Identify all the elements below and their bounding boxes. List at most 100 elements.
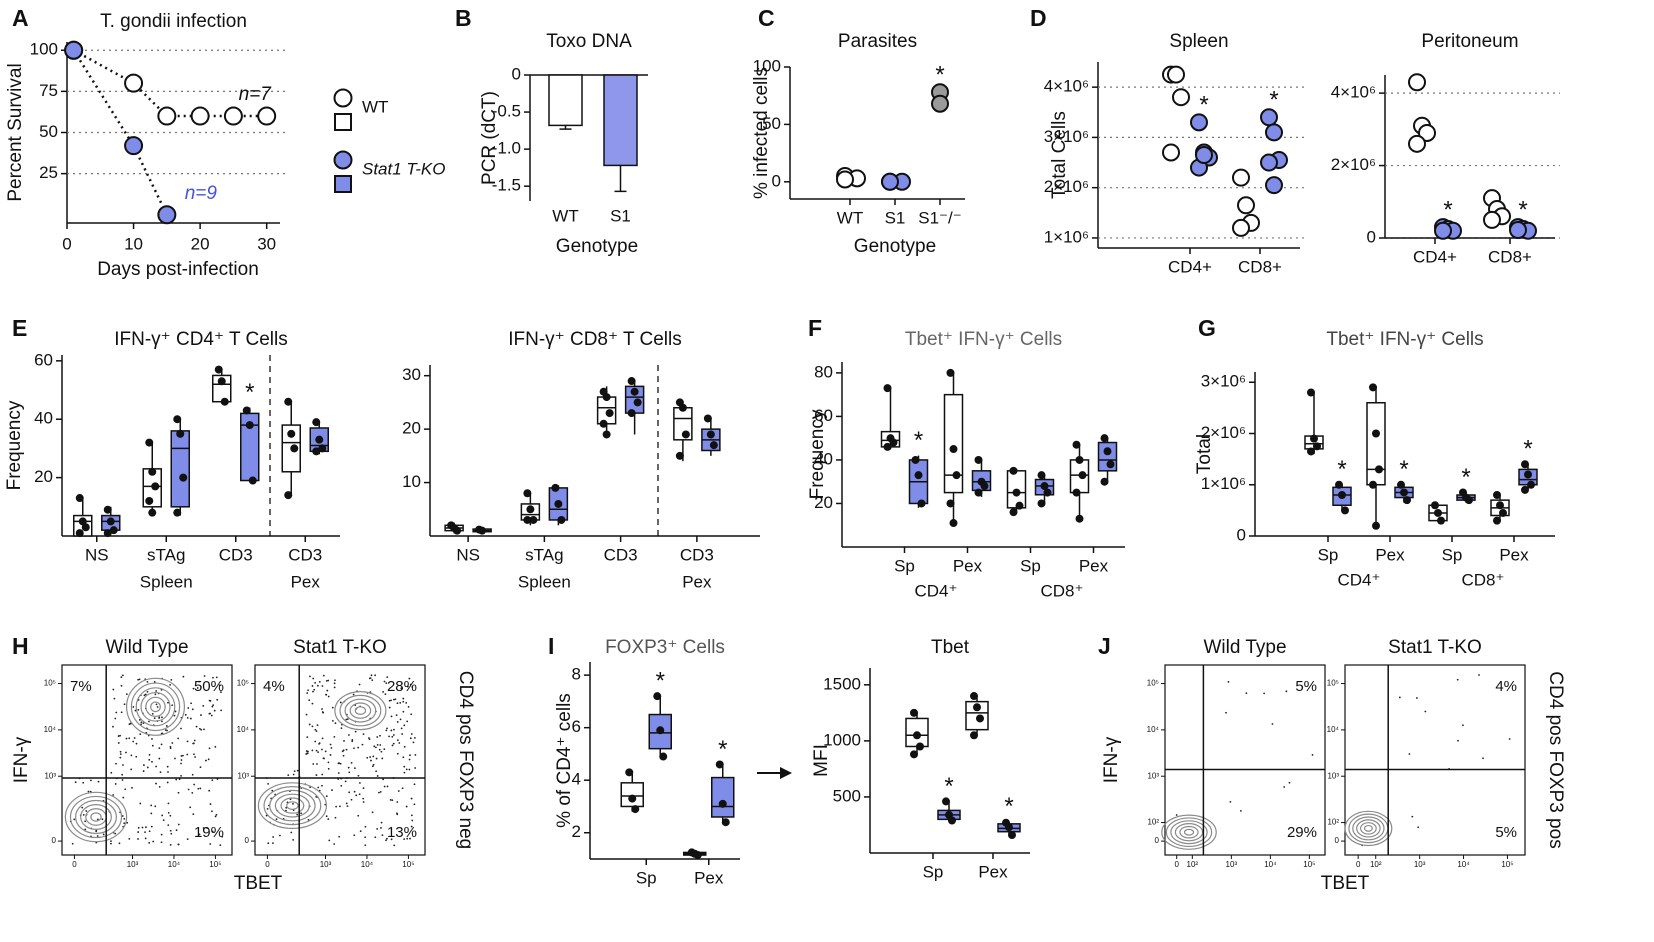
- marker: [157, 106, 177, 126]
- event-dot: [292, 838, 295, 841]
- event-dot: [390, 729, 393, 732]
- x-tick-label: 10⁴: [1457, 860, 1470, 869]
- event-dot: [219, 844, 222, 847]
- panel-label: C: [758, 5, 775, 31]
- point: [911, 455, 920, 464]
- contour: [85, 808, 107, 826]
- x-tick-label: CD3: [288, 545, 322, 564]
- event-dot: [327, 761, 330, 764]
- event-dot: [198, 680, 200, 683]
- event-dot: [403, 771, 406, 774]
- contour: [286, 801, 299, 810]
- event-dot: [119, 750, 122, 753]
- point: [523, 515, 532, 524]
- point: [1310, 434, 1318, 443]
- x-tick-label: 10²: [1370, 860, 1382, 869]
- y-tick-label: -1.5: [492, 176, 521, 195]
- event-dot: [346, 805, 349, 808]
- event-dot: [327, 767, 330, 770]
- contour: [1170, 820, 1208, 845]
- event-dot: [339, 805, 341, 808]
- point: [148, 467, 157, 476]
- event-dot: [120, 676, 123, 678]
- point: [633, 398, 642, 407]
- event-dot: [146, 680, 149, 683]
- y-tick-label: 100: [30, 40, 58, 59]
- event-dot: [402, 697, 405, 700]
- point: [605, 409, 614, 418]
- x-tick-label: CD4+: [1413, 247, 1457, 266]
- box: [1366, 402, 1386, 486]
- contour: [1344, 810, 1393, 847]
- event-dot: [403, 724, 406, 727]
- event-dot: [347, 766, 350, 769]
- point: [913, 731, 921, 740]
- event-dot: [211, 779, 214, 782]
- event-dot: [187, 707, 190, 709]
- point: [1009, 508, 1018, 517]
- event-dot: [279, 834, 281, 837]
- event-dot: [1245, 692, 1248, 695]
- contour: [349, 702, 372, 719]
- significance: *: [944, 773, 953, 800]
- point: [970, 692, 978, 701]
- point: [1465, 496, 1473, 505]
- event-dot: [306, 736, 309, 739]
- event-dot: [158, 757, 161, 760]
- point: [145, 438, 154, 447]
- event-dot: [132, 706, 135, 708]
- event-dot: [376, 775, 379, 777]
- event-dot: [346, 718, 349, 721]
- x-tick-label: Pex: [1375, 545, 1405, 564]
- quadrant-value: 28%: [387, 678, 417, 695]
- event-dot: [396, 721, 399, 723]
- event-dot: [144, 837, 147, 840]
- significance: *: [1399, 456, 1408, 483]
- quadrant-value: 4%: [263, 678, 285, 695]
- significance: *: [1518, 196, 1527, 223]
- significance: *: [1523, 436, 1532, 463]
- contour: [1183, 828, 1195, 836]
- event-dot: [379, 734, 381, 737]
- event-dot: [211, 830, 214, 833]
- group-label: Spleen: [518, 572, 571, 591]
- chart-title: Stat1 T-KO: [293, 637, 387, 658]
- event-dot: [186, 716, 189, 719]
- chart-title: Stat1 T-KO: [1388, 637, 1482, 658]
- event-dot: [120, 711, 123, 714]
- event-dot: [124, 788, 127, 791]
- event-dot: [171, 742, 174, 744]
- point: [1418, 123, 1436, 142]
- event-dot: [173, 714, 176, 717]
- event-dot: [413, 737, 416, 739]
- point: [214, 365, 223, 374]
- significance: *: [718, 736, 727, 763]
- quadrant-value: 5%: [1295, 678, 1317, 695]
- event-dot: [186, 753, 189, 756]
- panel-label: E: [12, 315, 27, 341]
- contour: [130, 682, 181, 732]
- x-tick-label: 10³: [1414, 860, 1426, 869]
- event-dot: [119, 753, 122, 756]
- x-tick-label: WT: [837, 208, 863, 227]
- event-dot: [339, 701, 342, 704]
- event-dot: [390, 838, 393, 841]
- event-dot: [148, 754, 151, 756]
- y-tick-label: 10⁵: [1327, 679, 1339, 688]
- event-dot: [177, 791, 180, 794]
- event-dot: [393, 698, 395, 701]
- event-dot: [381, 834, 384, 837]
- event-dot: [266, 807, 269, 810]
- point: [81, 523, 90, 532]
- box: [965, 700, 989, 731]
- event-dot: [357, 746, 360, 749]
- chart-title: FOXP3⁺ Cells: [605, 637, 725, 658]
- x-tick-label: 10⁵: [402, 860, 414, 869]
- x-tick-label: sTAg: [147, 545, 185, 564]
- y-axis-label: MFI: [811, 744, 832, 777]
- y-tick-label: 10³: [237, 771, 249, 780]
- event-dot: [334, 679, 336, 682]
- x-tick-label: 10⁴: [361, 860, 374, 869]
- event-dot: [192, 687, 195, 690]
- event-dot: [90, 779, 92, 782]
